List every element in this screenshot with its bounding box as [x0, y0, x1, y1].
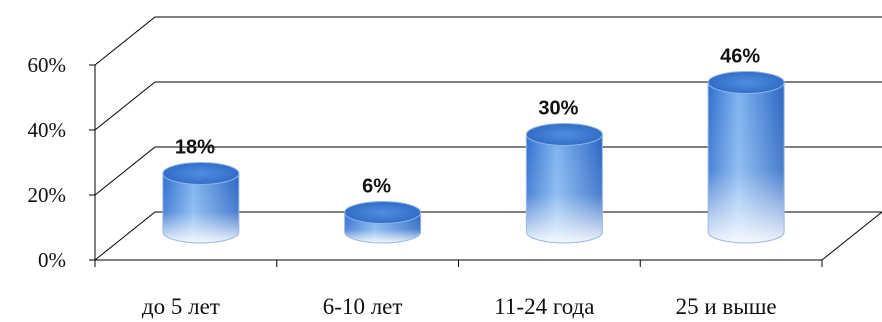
- gridline: [94, 146, 882, 196]
- x-category-label: 11-24 года: [494, 294, 594, 319]
- bar: [707, 71, 785, 244]
- x-category-label: 25 и выше: [676, 294, 777, 319]
- data-label: 18%: [175, 137, 215, 159]
- y-axis: [89, 64, 823, 267]
- x-category-label: до 5 лет: [142, 294, 220, 319]
- y-tick-label: 20%: [28, 183, 67, 207]
- bar: [525, 123, 603, 244]
- data-label: 30%: [538, 98, 578, 120]
- floor-edge: [821, 211, 882, 261]
- bars: [162, 71, 785, 244]
- gridline: [94, 81, 882, 131]
- y-tick-label: 0%: [38, 248, 66, 272]
- bar: [344, 201, 422, 244]
- y-tick-label: 60%: [28, 53, 67, 77]
- bar: [162, 162, 240, 244]
- y-tick-label: 40%: [28, 118, 67, 142]
- data-label: 6%: [362, 176, 391, 198]
- data-label: 46%: [720, 46, 760, 68]
- labels: 0% 20% 40% 60% 18% до 5 лет 6% 6-10 лет 30% 11-24…: [28, 46, 777, 320]
- gridline: [94, 211, 882, 261]
- gridline: [94, 16, 882, 66]
- x-category-label: 6-10 лет: [323, 294, 403, 319]
